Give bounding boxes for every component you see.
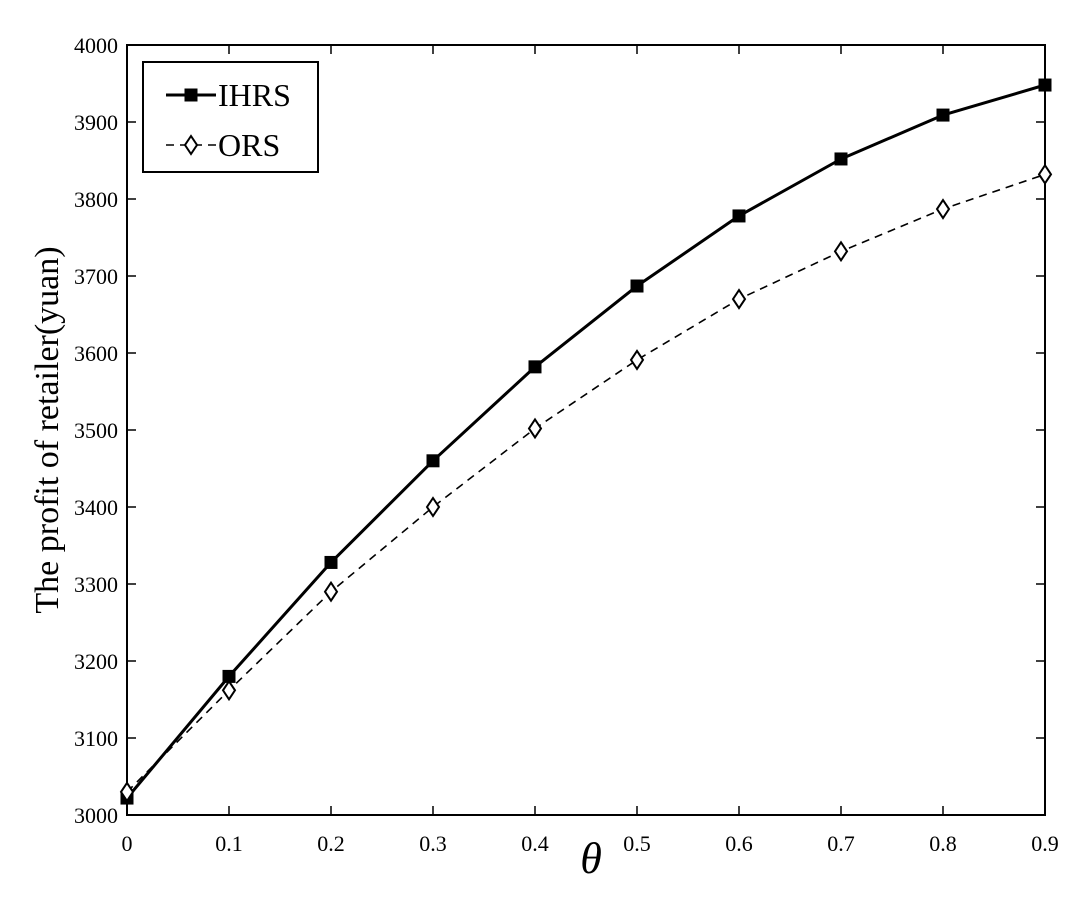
x-tick-label: 0.7: [827, 831, 855, 856]
y-tick-label: 3800: [74, 187, 118, 212]
series-line-ihrs: [125, 83, 1046, 800]
axes: 0 0.1 0.2 0.3 0.4 0.5 0.6 0.7 0.8 0.9 3000 3100 3200…: [74, 33, 1059, 856]
data-point-ors: [425, 496, 441, 518]
x-tick-label: 0.8: [929, 831, 957, 856]
x-tick-label: 0.9: [1031, 831, 1059, 856]
data-point-ors: [935, 198, 951, 220]
data-point-ihrs: [324, 555, 338, 569]
data-point-ors: [731, 288, 747, 310]
x-tick-label: 0.3: [419, 831, 447, 856]
y-tick-label: 4000: [74, 33, 118, 58]
data-point-ors: [629, 349, 645, 371]
series-line-ors: [126, 173, 1046, 793]
y-tick-label: 3700: [74, 264, 118, 289]
data-point-ihrs: [630, 279, 644, 293]
data-point-ihrs: [426, 454, 440, 468]
data-point-ors: [119, 781, 135, 803]
y-tick-label: 3500: [74, 418, 118, 443]
y-tick-label: 3400: [74, 495, 118, 520]
legend-marker-ors: [183, 134, 199, 156]
legend-label-ihrs: IHRS: [218, 77, 291, 113]
legend-label-ors: ORS: [218, 127, 280, 163]
data-point-ors: [323, 580, 339, 603]
y-tick-label: 3100: [74, 726, 118, 751]
x-tick-label: 0.6: [725, 831, 753, 856]
legend-marker-ihrs: [184, 88, 198, 102]
y-tick-label: 3300: [74, 572, 118, 597]
data-point-ihrs: [936, 108, 950, 122]
x-tick-label: 0.1: [215, 831, 243, 856]
series-layer: [119, 78, 1053, 805]
data-point-ihrs: [834, 152, 848, 166]
data-point-ors: [833, 240, 849, 263]
y-tick-label: 3600: [74, 341, 118, 366]
y-axis-title: The profit of retailer(yuan): [29, 246, 66, 613]
y-tick-label: 3200: [74, 649, 118, 674]
data-point-ors: [1037, 163, 1053, 186]
legend-box: [142, 61, 319, 173]
x-tick-label: 0: [122, 831, 133, 856]
data-point-ihrs: [732, 209, 746, 223]
y-tick-label: 3900: [74, 110, 118, 135]
x-tick-label: 0.2: [317, 831, 345, 856]
data-point-ihrs: [528, 360, 542, 374]
data-point-ors: [221, 679, 237, 702]
x-tick-label: 0.4: [521, 831, 549, 856]
data-point-ihrs: [222, 669, 236, 683]
data-point-ihrs: [1038, 78, 1052, 92]
y-tick-label: 3000: [74, 803, 118, 828]
legend: IHRS ORS: [142, 61, 319, 173]
x-tick-label: 0.5: [623, 831, 651, 856]
data-point-ors: [527, 417, 543, 440]
series-ihrs: [120, 78, 1052, 805]
series-ors: [119, 163, 1053, 803]
x-axis-title: θ: [580, 834, 602, 883]
